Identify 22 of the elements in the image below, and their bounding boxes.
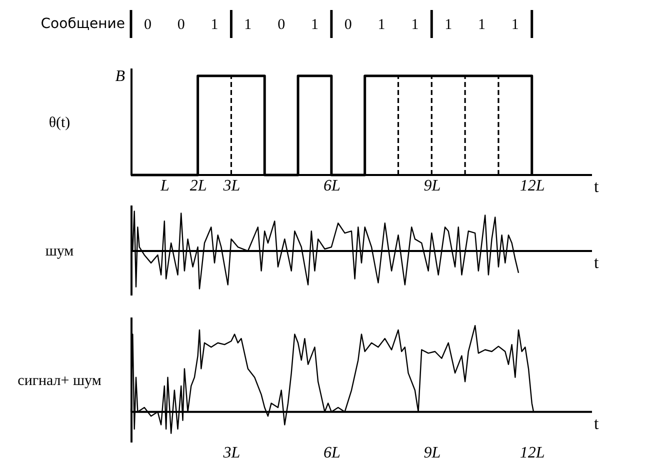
x-axis-title: t [594, 414, 599, 433]
x-tick-label: 3L [222, 178, 240, 194]
x-tick-label: 6L [323, 178, 340, 194]
y-axis-title: сигнал+ шум [18, 373, 102, 389]
text: 1 0 1 [244, 17, 318, 33]
x-tick-label: 6L [323, 444, 340, 462]
x-tick-label: 12L [520, 444, 545, 462]
text: 0 1 1 [344, 17, 419, 33]
y-axis-title: θ(t) [48, 115, 70, 131]
x-tick-label: 9L [424, 178, 441, 194]
x-axis-title: t [594, 177, 599, 196]
x-tick-label: 9L [424, 444, 441, 462]
text: Сообщение [40, 16, 125, 32]
text: B [115, 68, 126, 85]
text: 1 1 1 [444, 17, 519, 33]
y-axis-title: шум [45, 244, 74, 260]
x-tick-label: 2L [190, 178, 207, 194]
x-axis-title: t [594, 252, 599, 272]
text: 0 0 1 [144, 17, 218, 33]
x-tick-label: 3L [222, 444, 240, 462]
x-tick-label: 12L [520, 178, 545, 194]
x-tick-label: L [159, 178, 170, 194]
